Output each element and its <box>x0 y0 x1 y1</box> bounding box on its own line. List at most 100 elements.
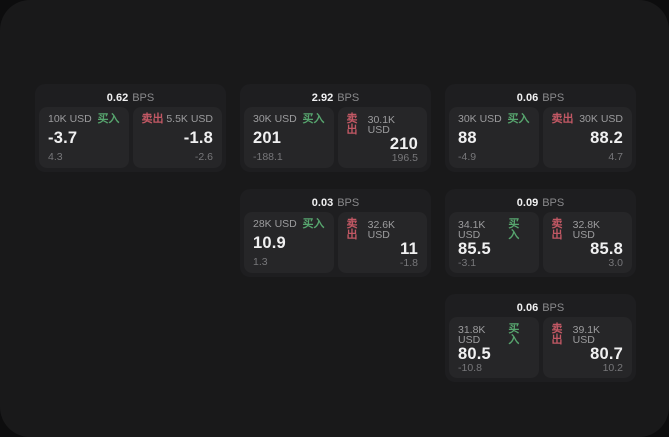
quote-card-4: 0.03 BPS 28K USD 买入 10.9 1.3 卖出 32.6K US… <box>240 189 431 277</box>
buy-sub-value: 1.3 <box>253 255 268 268</box>
buy-sub-value: -3.1 <box>458 256 477 269</box>
card-body: 30K USD 买入 201 -188.1 卖出 30.1K USD 210 1… <box>244 107 427 168</box>
sell-label: 卖出 <box>551 218 563 241</box>
buy-tile-top: 28K USD 买入 <box>253 219 325 230</box>
buy-tile-top: 34.1K USD 买入 <box>458 219 530 241</box>
sell-tile[interactable]: 卖出 30.1K USD 210 196.5 <box>337 107 427 168</box>
sell-tile[interactable]: 卖出 30K USD 88.2 4.7 <box>542 107 632 168</box>
buy-tile[interactable]: 30K USD 买入 201 -188.1 <box>244 107 334 168</box>
sell-sub-value: 4.7 <box>608 150 623 163</box>
sell-price: 210 <box>389 135 418 153</box>
sell-tile-top: 卖出 39.1K USD <box>552 324 624 346</box>
card-body: 30K USD 买入 88 -4.9 卖出 30K USD 88.2 4.7 <box>449 107 632 168</box>
buy-price: 85.5 <box>458 240 491 258</box>
quote-card-5: 0.09 BPS 34.1K USD 买入 85.5 -3.1 卖出 32.8K… <box>445 189 636 277</box>
buy-tile[interactable]: 31.8K USD 买入 80.5 -10.8 <box>449 317 539 378</box>
sell-label: 卖出 <box>551 113 574 125</box>
sell-label: 卖出 <box>141 113 164 125</box>
bps-value: 0.03 <box>311 196 334 209</box>
bps-unit-label: BPS <box>337 196 360 209</box>
buy-amount: 31.8K USD <box>458 323 486 346</box>
buy-tile[interactable]: 28K USD 买入 10.9 1.3 <box>244 212 334 273</box>
sell-sub-value: 196.5 <box>391 151 418 164</box>
card-body: 34.1K USD 买入 85.5 -3.1 卖出 32.8K USD 85.8… <box>449 212 632 273</box>
bps-unit-label: BPS <box>542 196 565 209</box>
buy-label: 买入 <box>302 218 325 230</box>
sell-price: 85.8 <box>590 240 623 258</box>
quote-cards-grid: 0.62 BPS 10K USD 买入 -3.7 4.3 卖出 5.5K USD <box>35 84 636 382</box>
buy-amount: 30K USD <box>458 113 502 126</box>
card-header: 2.92 BPS <box>244 88 427 107</box>
sell-price: 80.7 <box>590 345 623 363</box>
sell-amount: 39.1K USD <box>572 323 601 346</box>
buy-price: 201 <box>253 129 282 147</box>
sell-label: 卖出 <box>551 323 563 346</box>
buy-tile[interactable]: 30K USD 买入 88 -4.9 <box>449 107 539 168</box>
sell-label: 卖出 <box>346 113 358 136</box>
sell-amount: 30K USD <box>579 113 623 126</box>
quote-card-2: 2.92 BPS 30K USD 买入 201 -188.1 卖出 30.1K … <box>240 84 431 172</box>
buy-tile-top: 31.8K USD 买入 <box>458 324 530 346</box>
bps-value: 0.06 <box>516 301 539 314</box>
buy-price: 88 <box>458 129 477 147</box>
sell-tile-top: 卖出 5.5K USD <box>142 114 214 125</box>
sell-tile-top: 卖出 32.6K USD <box>347 219 419 241</box>
card-header: 0.09 BPS <box>449 193 632 212</box>
bps-value: 0.06 <box>516 91 539 104</box>
buy-label: 买入 <box>97 113 120 125</box>
sell-label: 卖出 <box>346 218 358 241</box>
card-header: 0.06 BPS <box>449 298 632 317</box>
sell-price: 88.2 <box>590 129 623 147</box>
buy-sub-value: -10.8 <box>458 361 482 374</box>
buy-label: 买入 <box>508 218 520 241</box>
bps-unit-label: BPS <box>337 91 360 104</box>
buy-price: 80.5 <box>458 345 491 363</box>
card-body: 31.8K USD 买入 80.5 -10.8 卖出 39.1K USD 80.… <box>449 317 632 378</box>
bps-unit-label: BPS <box>542 91 565 104</box>
card-body: 28K USD 买入 10.9 1.3 卖出 32.6K USD 11 -1.8 <box>244 212 427 273</box>
sell-price: 11 <box>400 240 418 258</box>
card-body: 10K USD 买入 -3.7 4.3 卖出 5.5K USD -1.8 -2.… <box>39 107 222 168</box>
buy-amount: 30K USD <box>253 113 297 126</box>
buy-price: -3.7 <box>48 129 78 147</box>
buy-amount: 34.1K USD <box>458 218 486 241</box>
buy-tile-top: 10K USD 买入 <box>48 114 120 125</box>
buy-label: 买入 <box>302 113 325 125</box>
quote-card-3: 0.06 BPS 30K USD 买入 88 -4.9 卖出 30K USD <box>445 84 636 172</box>
quote-card-6: 0.06 BPS 31.8K USD 买入 80.5 -10.8 卖出 39.1… <box>445 294 636 382</box>
sell-sub-value: 10.2 <box>602 361 623 374</box>
sell-sub-value: 3.0 <box>608 256 623 269</box>
bps-unit-label: BPS <box>132 91 155 104</box>
bps-value: 0.62 <box>106 91 129 104</box>
buy-tile-top: 30K USD 买入 <box>458 114 530 125</box>
sell-amount: 32.6K USD <box>367 218 396 241</box>
quote-card-1: 0.62 BPS 10K USD 买入 -3.7 4.3 卖出 5.5K USD <box>35 84 226 172</box>
buy-tile-top: 30K USD 买入 <box>253 114 325 125</box>
sell-sub-value: -1.8 <box>399 256 418 269</box>
buy-amount: 28K USD <box>253 218 297 231</box>
sell-tile-top: 卖出 30K USD <box>552 114 624 125</box>
sell-tile[interactable]: 卖出 32.6K USD 11 -1.8 <box>337 212 427 273</box>
buy-sub-value: 4.3 <box>48 150 63 163</box>
sell-amount: 32.8K USD <box>572 218 601 241</box>
bps-value: 0.09 <box>516 196 539 209</box>
sell-tile[interactable]: 卖出 39.1K USD 80.7 10.2 <box>542 317 632 378</box>
sell-sub-value: -2.6 <box>194 150 213 163</box>
buy-tile[interactable]: 10K USD 买入 -3.7 4.3 <box>39 107 129 168</box>
buy-label: 买入 <box>508 323 520 346</box>
sell-tile[interactable]: 卖出 5.5K USD -1.8 -2.6 <box>132 107 222 168</box>
buy-label: 买入 <box>507 113 530 125</box>
card-header: 0.06 BPS <box>449 88 632 107</box>
sell-tile[interactable]: 卖出 32.8K USD 85.8 3.0 <box>542 212 632 273</box>
sell-tile-top: 卖出 32.8K USD <box>552 219 624 241</box>
sell-price: -1.8 <box>183 129 213 147</box>
buy-amount: 10K USD <box>48 113 92 126</box>
buy-sub-value: -4.9 <box>458 150 477 163</box>
bps-unit-label: BPS <box>542 301 565 314</box>
card-header: 0.03 BPS <box>244 193 427 212</box>
card-header: 0.62 BPS <box>39 88 222 107</box>
sell-tile-top: 卖出 30.1K USD <box>347 114 419 136</box>
buy-tile[interactable]: 34.1K USD 买入 85.5 -3.1 <box>449 212 539 273</box>
sell-amount: 30.1K USD <box>367 113 396 136</box>
